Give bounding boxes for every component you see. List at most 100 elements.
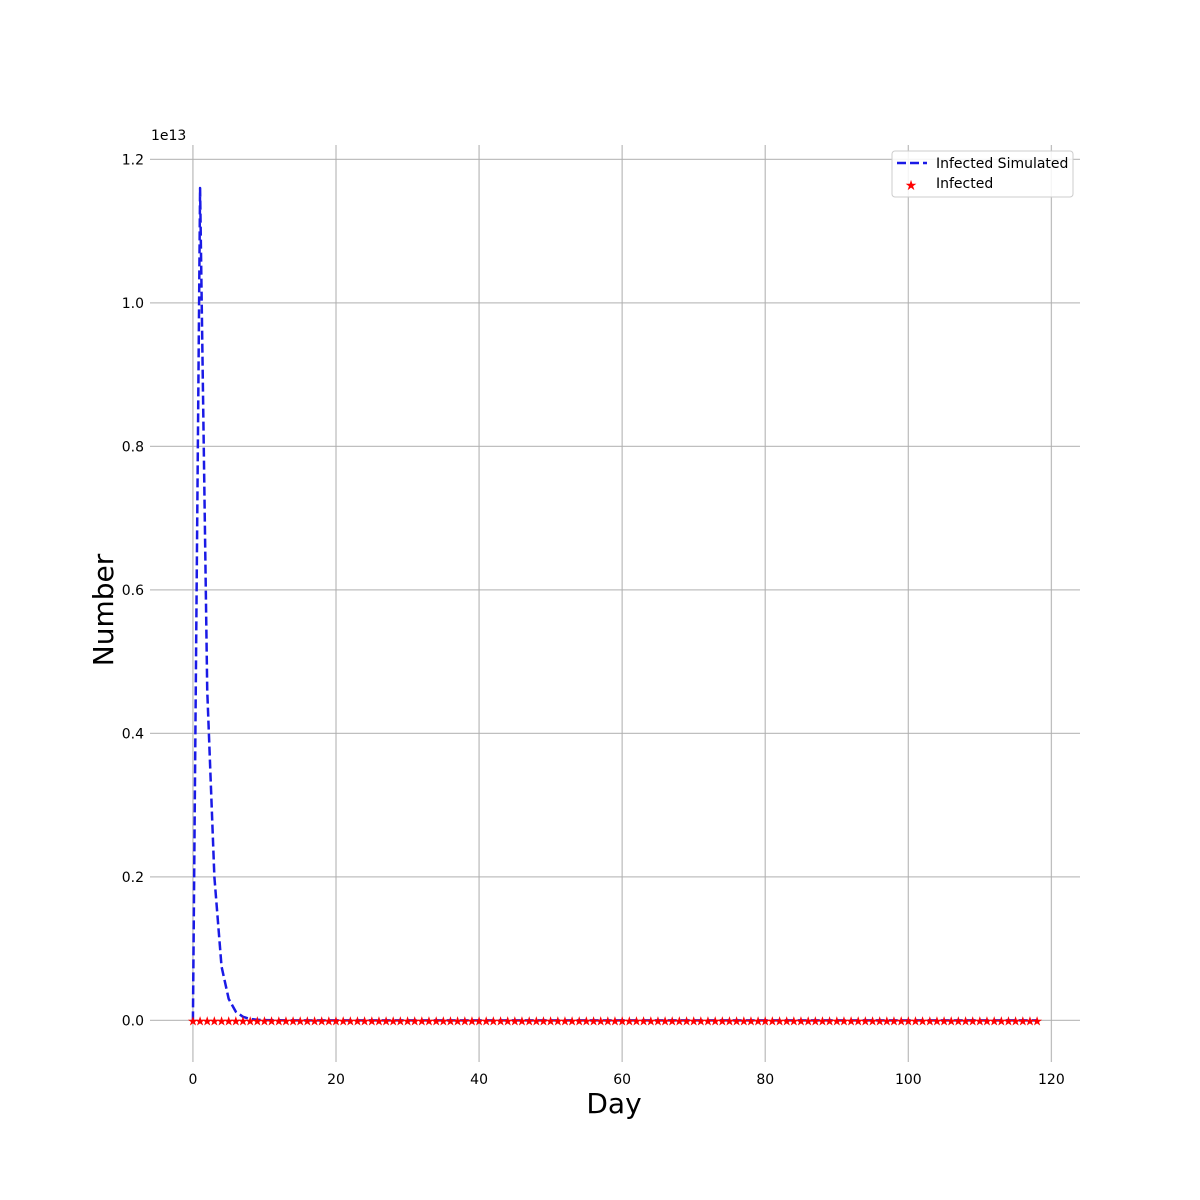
- data-point-infected: ★: [874, 1014, 886, 1029]
- data-point-infected: ★: [960, 1014, 972, 1029]
- data-point-infected: ★: [1010, 1014, 1022, 1029]
- data-point-infected: ★: [201, 1014, 213, 1029]
- legend-label-infected: Infected: [936, 176, 993, 192]
- data-point-infected: ★: [995, 1014, 1007, 1029]
- data-point-infected: ★: [409, 1014, 421, 1029]
- y-tick-label: 1.0: [122, 296, 144, 312]
- data-point-infected: ★: [795, 1014, 807, 1029]
- data-point-infected: ★: [623, 1014, 635, 1029]
- data-point-infected: ★: [867, 1014, 879, 1029]
- data-point-infected: ★: [266, 1014, 278, 1029]
- x-tick-label: 60: [613, 1072, 631, 1088]
- data-point-infected: ★: [759, 1014, 771, 1029]
- data-point-infected: ★: [910, 1014, 922, 1029]
- data-point-infected: ★: [659, 1014, 671, 1029]
- series-layer: ★★★★★★★★★★★★★★★★★★★★★★★★★★★★★★★★★★★★★★★★…: [187, 186, 1043, 1029]
- y-tick-label: 0.6: [122, 583, 144, 599]
- data-point-infected: ★: [423, 1014, 435, 1029]
- data-point-infected: ★: [581, 1014, 593, 1029]
- data-point-infected: ★: [373, 1014, 385, 1029]
- data-point-infected: ★: [530, 1014, 542, 1029]
- data-point-infected: ★: [716, 1014, 728, 1029]
- data-point-infected: ★: [681, 1014, 693, 1029]
- data-point-infected: ★: [731, 1014, 743, 1029]
- data-point-infected: ★: [931, 1014, 943, 1029]
- data-point-infected: ★: [724, 1014, 736, 1029]
- data-point-infected: ★: [273, 1014, 285, 1029]
- legend: Infected Simulated ★ Infected: [891, 150, 1074, 198]
- data-point-infected: ★: [881, 1014, 893, 1029]
- data-point-infected: ★: [616, 1014, 628, 1029]
- y-axis-label: Number: [87, 553, 120, 666]
- data-point-infected: ★: [352, 1014, 364, 1029]
- data-point-infected: ★: [838, 1014, 850, 1029]
- data-point-infected: ★: [516, 1014, 528, 1029]
- data-point-infected: ★: [631, 1014, 643, 1029]
- data-point-infected: ★: [967, 1014, 979, 1029]
- data-point-infected: ★: [330, 1014, 342, 1029]
- data-point-infected: ★: [566, 1014, 578, 1029]
- data-point-infected: ★: [988, 1014, 1000, 1029]
- data-point-infected: ★: [595, 1014, 607, 1029]
- data-point-infected: ★: [895, 1014, 907, 1029]
- data-point-infected: ★: [917, 1014, 929, 1029]
- data-point-infected: ★: [774, 1014, 786, 1029]
- data-point-infected: ★: [860, 1014, 872, 1029]
- data-point-infected: ★: [695, 1014, 707, 1029]
- data-point-infected: ★: [480, 1014, 492, 1029]
- data-point-infected: ★: [767, 1014, 779, 1029]
- x-tick-label: 40: [470, 1072, 488, 1088]
- data-point-infected: ★: [230, 1014, 242, 1029]
- data-point-infected: ★: [209, 1014, 221, 1029]
- data-point-infected: ★: [745, 1014, 757, 1029]
- data-point-infected: ★: [323, 1014, 335, 1029]
- data-point-infected: ★: [509, 1014, 521, 1029]
- data-point-infected: ★: [802, 1014, 814, 1029]
- data-point-infected: ★: [1024, 1014, 1036, 1029]
- y-tick-label: 0.8: [122, 439, 144, 455]
- data-point-infected: ★: [223, 1014, 235, 1029]
- data-point-infected: ★: [244, 1014, 256, 1029]
- data-point-infected: ★: [902, 1014, 914, 1029]
- data-point-infected: ★: [545, 1014, 557, 1029]
- legend-box: [891, 150, 1074, 198]
- data-point-infected: ★: [430, 1014, 442, 1029]
- data-point-infected: ★: [781, 1014, 793, 1029]
- data-point-infected: ★: [573, 1014, 585, 1029]
- data-point-infected: ★: [194, 1014, 206, 1029]
- data-point-infected: ★: [809, 1014, 821, 1029]
- data-point-infected: ★: [495, 1014, 507, 1029]
- data-point-infected: ★: [280, 1014, 292, 1029]
- data-point-infected: ★: [938, 1014, 950, 1029]
- data-point-infected: ★: [953, 1014, 965, 1029]
- data-point-infected: ★: [259, 1014, 271, 1029]
- data-point-infected: ★: [688, 1014, 700, 1029]
- data-point-infected: ★: [824, 1014, 836, 1029]
- y-offset-label: 1e13: [151, 128, 186, 144]
- data-point-infected: ★: [488, 1014, 500, 1029]
- data-point-infected: ★: [588, 1014, 600, 1029]
- y-ticks: 0.0 0.2 0.4 0.6 0.8 1.0 1.2: [122, 152, 144, 1029]
- data-point-infected: ★: [437, 1014, 449, 1029]
- data-point-infected: ★: [552, 1014, 564, 1029]
- y-tick-label: 1.2: [122, 152, 144, 168]
- grid-layer: [150, 145, 1080, 1062]
- x-tick-label: 0: [188, 1072, 197, 1088]
- data-point-infected: ★: [216, 1014, 228, 1029]
- data-point-infected: ★: [402, 1014, 414, 1029]
- data-point-infected: ★: [309, 1014, 321, 1029]
- x-axis-label: Day: [586, 1087, 641, 1120]
- data-point-infected: ★: [445, 1014, 457, 1029]
- x-tick-label: 100: [895, 1072, 922, 1088]
- data-point-infected: ★: [645, 1014, 657, 1029]
- data-point-infected: ★: [674, 1014, 686, 1029]
- data-point-infected: ★: [752, 1014, 764, 1029]
- x-tick-label: 20: [327, 1072, 345, 1088]
- x-ticks: 0 20 40 60 80 100 120: [188, 1072, 1064, 1088]
- data-point-infected: ★: [1017, 1014, 1029, 1029]
- data-point-infected: ★: [294, 1014, 306, 1029]
- data-point-infected: ★: [831, 1014, 843, 1029]
- data-point-infected: ★: [638, 1014, 650, 1029]
- data-point-infected: ★: [652, 1014, 664, 1029]
